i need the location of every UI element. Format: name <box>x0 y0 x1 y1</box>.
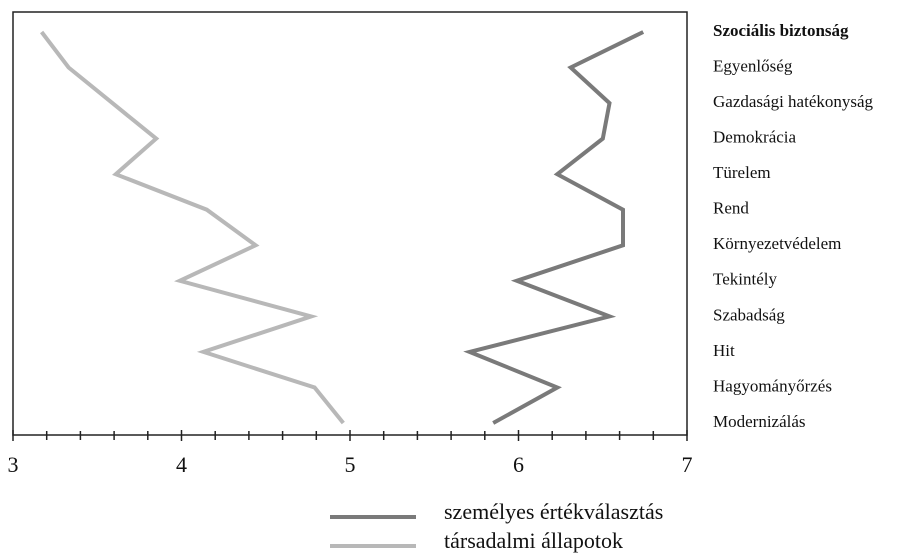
category-label: Türelem <box>713 163 771 182</box>
x-tick-label: 6 <box>513 452 524 477</box>
series-line <box>463 30 645 425</box>
category-label: Demokrácia <box>713 128 797 147</box>
category-label: Modernizálás <box>713 412 806 431</box>
category-label: Hit <box>713 341 735 360</box>
legend-label: társadalmi állapotok <box>444 528 623 553</box>
x-tick-label: 5 <box>345 452 356 477</box>
category-label: Hagyományőrzés <box>713 376 832 395</box>
legend-label: személyes értékválasztás <box>444 499 663 524</box>
series-line <box>40 30 345 425</box>
x-tick-label: 4 <box>176 452 187 477</box>
x-tick-label: 3 <box>8 452 19 477</box>
plot-frame <box>12 11 688 436</box>
category-label: Rend <box>713 199 749 218</box>
category-label: Gazdasági hatékonyság <box>713 92 874 111</box>
x-tick-label: 7 <box>682 452 693 477</box>
category-label: Környezetvédelem <box>713 234 841 253</box>
category-label: Egyenlőség <box>713 56 793 75</box>
category-label: Tekintély <box>713 270 777 289</box>
category-label: Szabadság <box>713 305 785 324</box>
category-label: Szociális biztonság <box>713 21 849 40</box>
